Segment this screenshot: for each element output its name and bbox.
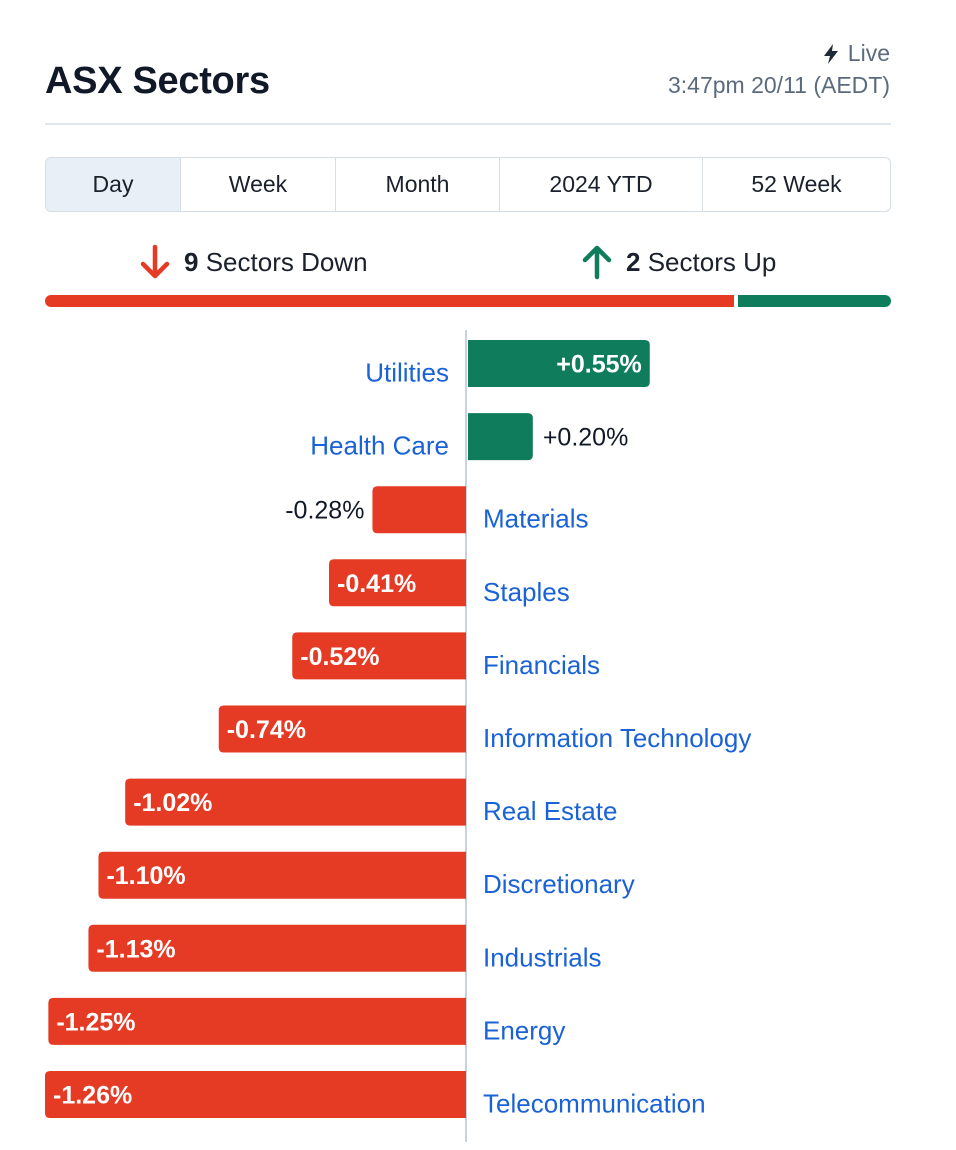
value-label-real-estate: -1.02% <box>133 789 212 817</box>
value-label-information-technology: -0.74% <box>227 716 306 744</box>
sectors-up-ratio-bar <box>738 295 891 307</box>
bar-staples <box>329 559 466 607</box>
live-label: Live <box>847 40 890 66</box>
bar-discretionary <box>98 851 466 899</box>
bar-health-care <box>468 413 533 461</box>
arrow-up-icon <box>582 245 612 280</box>
category-link-financials[interactable]: Financials <box>483 650 600 680</box>
category-link-industrials[interactable]: Industrials <box>483 942 602 972</box>
category-link-real-estate[interactable]: Real Estate <box>483 796 617 826</box>
sectors-up-label: Sectors Up <box>647 246 777 277</box>
tab-week[interactable]: Week <box>181 158 336 211</box>
live-indicator: Live <box>822 40 890 67</box>
category-link-staples[interactable]: Staples <box>483 577 570 607</box>
value-label-discretionary: -1.10% <box>106 862 185 890</box>
category-link-discretionary[interactable]: Discretionary <box>483 869 635 899</box>
sectors-down-ratio-bar <box>45 295 734 307</box>
sectors-down-count: 9 <box>184 246 199 277</box>
bar-telecommunication <box>45 1071 466 1118</box>
page-title: ASX Sectors <box>45 60 270 102</box>
category-link-utilities[interactable]: Utilities <box>365 358 449 388</box>
arrow-down-icon <box>140 244 170 279</box>
value-label-utilities: +0.55% <box>556 351 642 379</box>
value-label-energy: -1.25% <box>56 1008 135 1036</box>
timestamp: 3:47pm 20/11 (AEDT) <box>667 72 890 98</box>
header-divider <box>45 123 891 125</box>
tab-52-week[interactable]: 52 Week <box>751 171 842 197</box>
value-label-staples: -0.41% <box>337 570 416 598</box>
category-link-telecommunication[interactable]: Telecommunication <box>483 1089 706 1119</box>
sectors-up-count: 2 <box>626 246 641 277</box>
tab-2024-ytd[interactable]: 2024 YTD <box>500 158 703 211</box>
bar-industrials <box>88 924 466 972</box>
category-link-information-technology[interactable]: Information Technology <box>483 723 751 753</box>
sectors-up-summary: 2 Sectors Up <box>580 243 776 281</box>
period-tabs: Day Week Month 2024 YTD 52 Week <box>45 157 891 212</box>
value-label-financials: -0.52% <box>300 643 379 671</box>
bar-information-technology <box>218 705 466 753</box>
bar-financials <box>292 632 466 680</box>
bar-energy <box>48 997 466 1045</box>
tab-day[interactable]: Day <box>46 158 181 211</box>
value-label-materials: -0.28% <box>285 497 364 525</box>
category-link-materials[interactable]: Materials <box>483 504 588 534</box>
tab-month[interactable]: Month <box>336 158 500 211</box>
bar-materials <box>372 486 466 534</box>
sectors-down-summary: 9 Sectors Down <box>138 243 368 281</box>
value-label-health-care: +0.20% <box>543 424 629 452</box>
sectors-down-label: Sectors Down <box>205 246 368 277</box>
lightning-bolt-icon <box>823 43 838 64</box>
sector-bar-chart: +0.55% Utilities +0.20% Health Care -0.28% Ma… <box>45 330 751 1142</box>
value-label-industrials: -1.13% <box>96 935 175 963</box>
bar-utilities <box>468 340 650 387</box>
value-label-telecommunication: -1.26% <box>53 1082 132 1110</box>
bar-real-estate <box>125 778 466 826</box>
category-link-health-care[interactable]: Health Care <box>310 431 449 461</box>
category-link-energy[interactable]: Energy <box>483 1015 565 1045</box>
